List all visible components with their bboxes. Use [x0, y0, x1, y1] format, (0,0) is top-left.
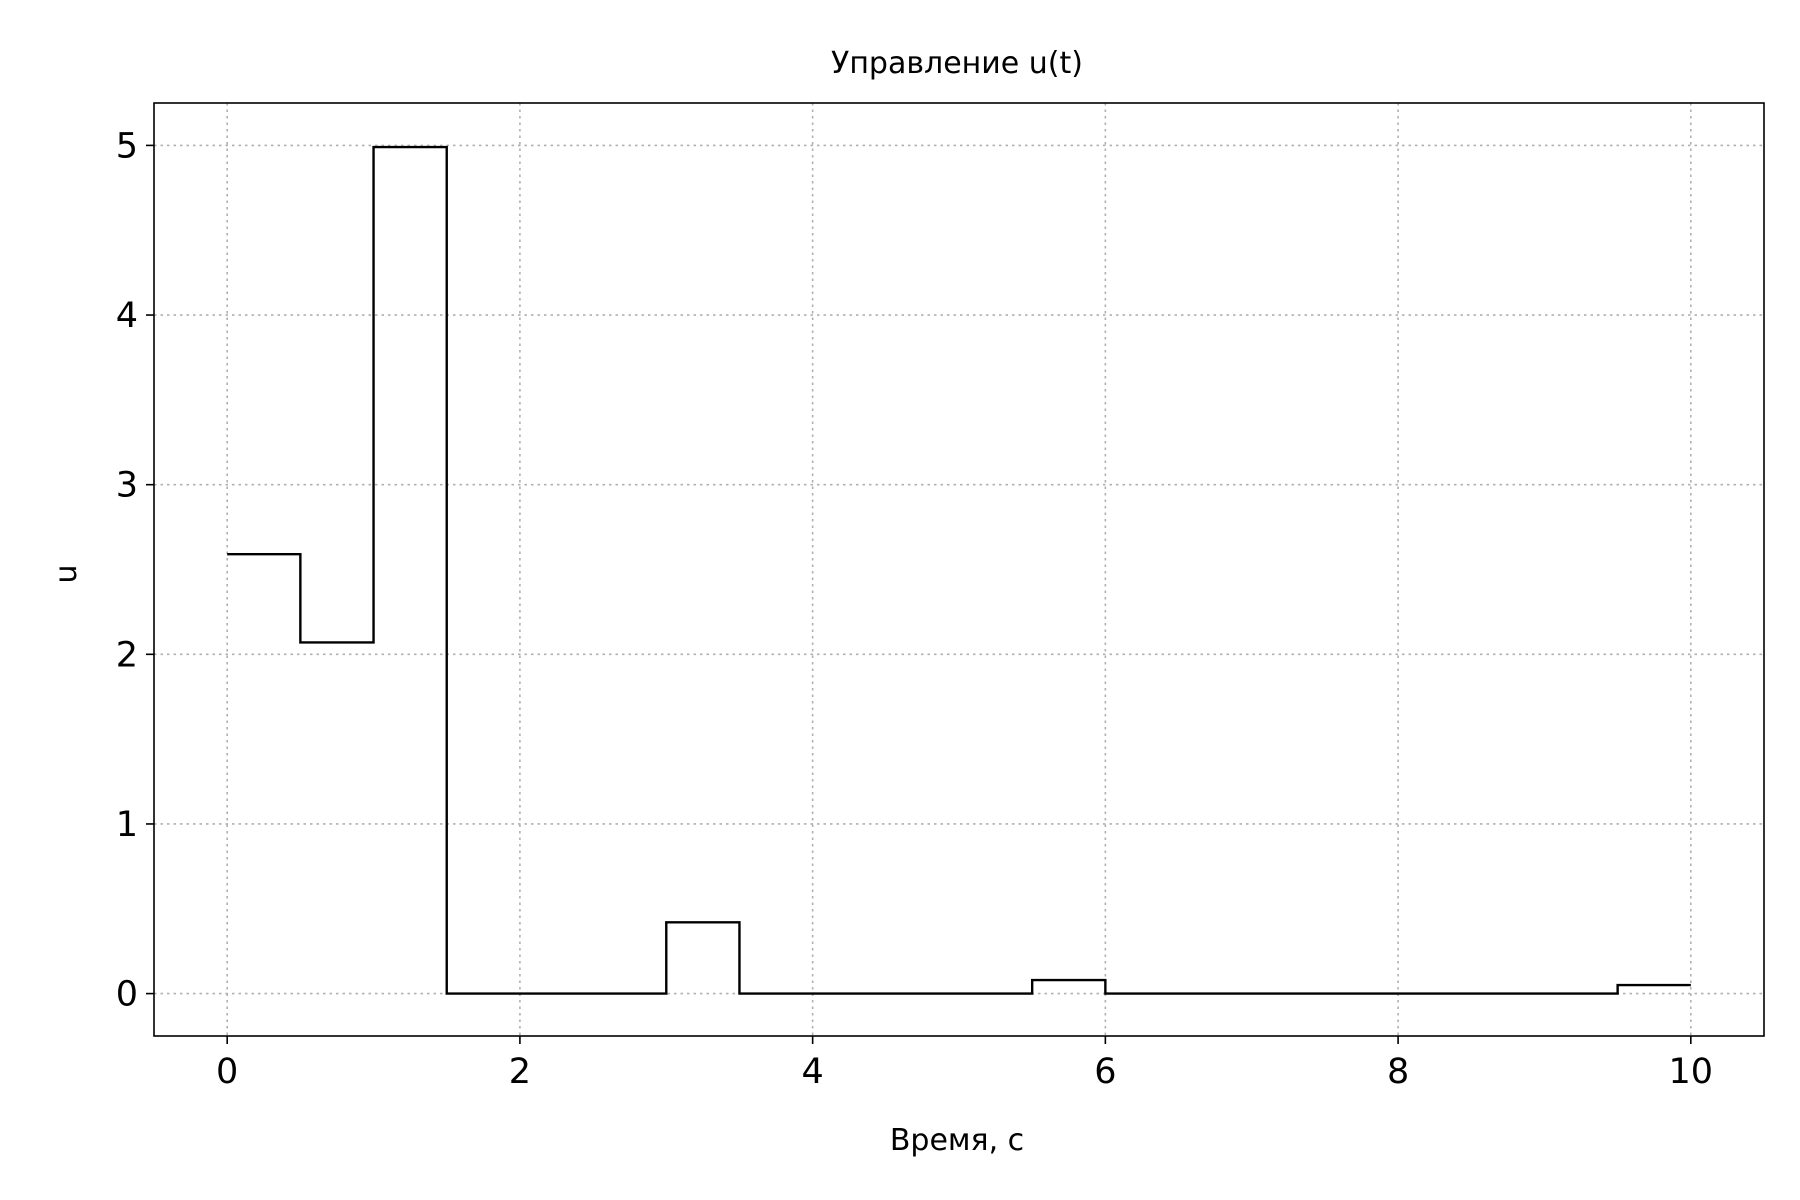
x-tick-label-1: 2	[509, 1052, 531, 1092]
y-axis-label: u	[49, 564, 84, 583]
chart-title: Управление u(t)	[831, 46, 1083, 81]
plot-frame	[153, 102, 1765, 1037]
y-tick-label-1: 1	[116, 805, 138, 845]
y-tick-label-0: 0	[116, 975, 138, 1015]
series-line-0	[227, 145, 1691, 995]
x-tick-label-2: 4	[801, 1052, 823, 1092]
y-axis-ticks: 0 1 2 3 4 5	[116, 126, 154, 1015]
x-tick-label-0: 0	[216, 1052, 238, 1092]
x-tick-label-3: 6	[1094, 1052, 1116, 1092]
y-tick-label-3: 3	[116, 466, 138, 506]
x-tick-label-5: 10	[1669, 1052, 1714, 1092]
y-tick-label-5: 5	[116, 126, 138, 166]
x-axis-ticks: 0 2 4 6 8 10	[216, 1036, 1713, 1092]
series-layer	[227, 145, 1691, 995]
y-tick-label-4: 4	[116, 296, 138, 336]
x-tick-label-4: 8	[1387, 1052, 1409, 1092]
x-axis-label: Время, с	[890, 1123, 1024, 1158]
y-tick-label-2: 2	[116, 635, 138, 675]
grid	[154, 103, 1764, 1036]
